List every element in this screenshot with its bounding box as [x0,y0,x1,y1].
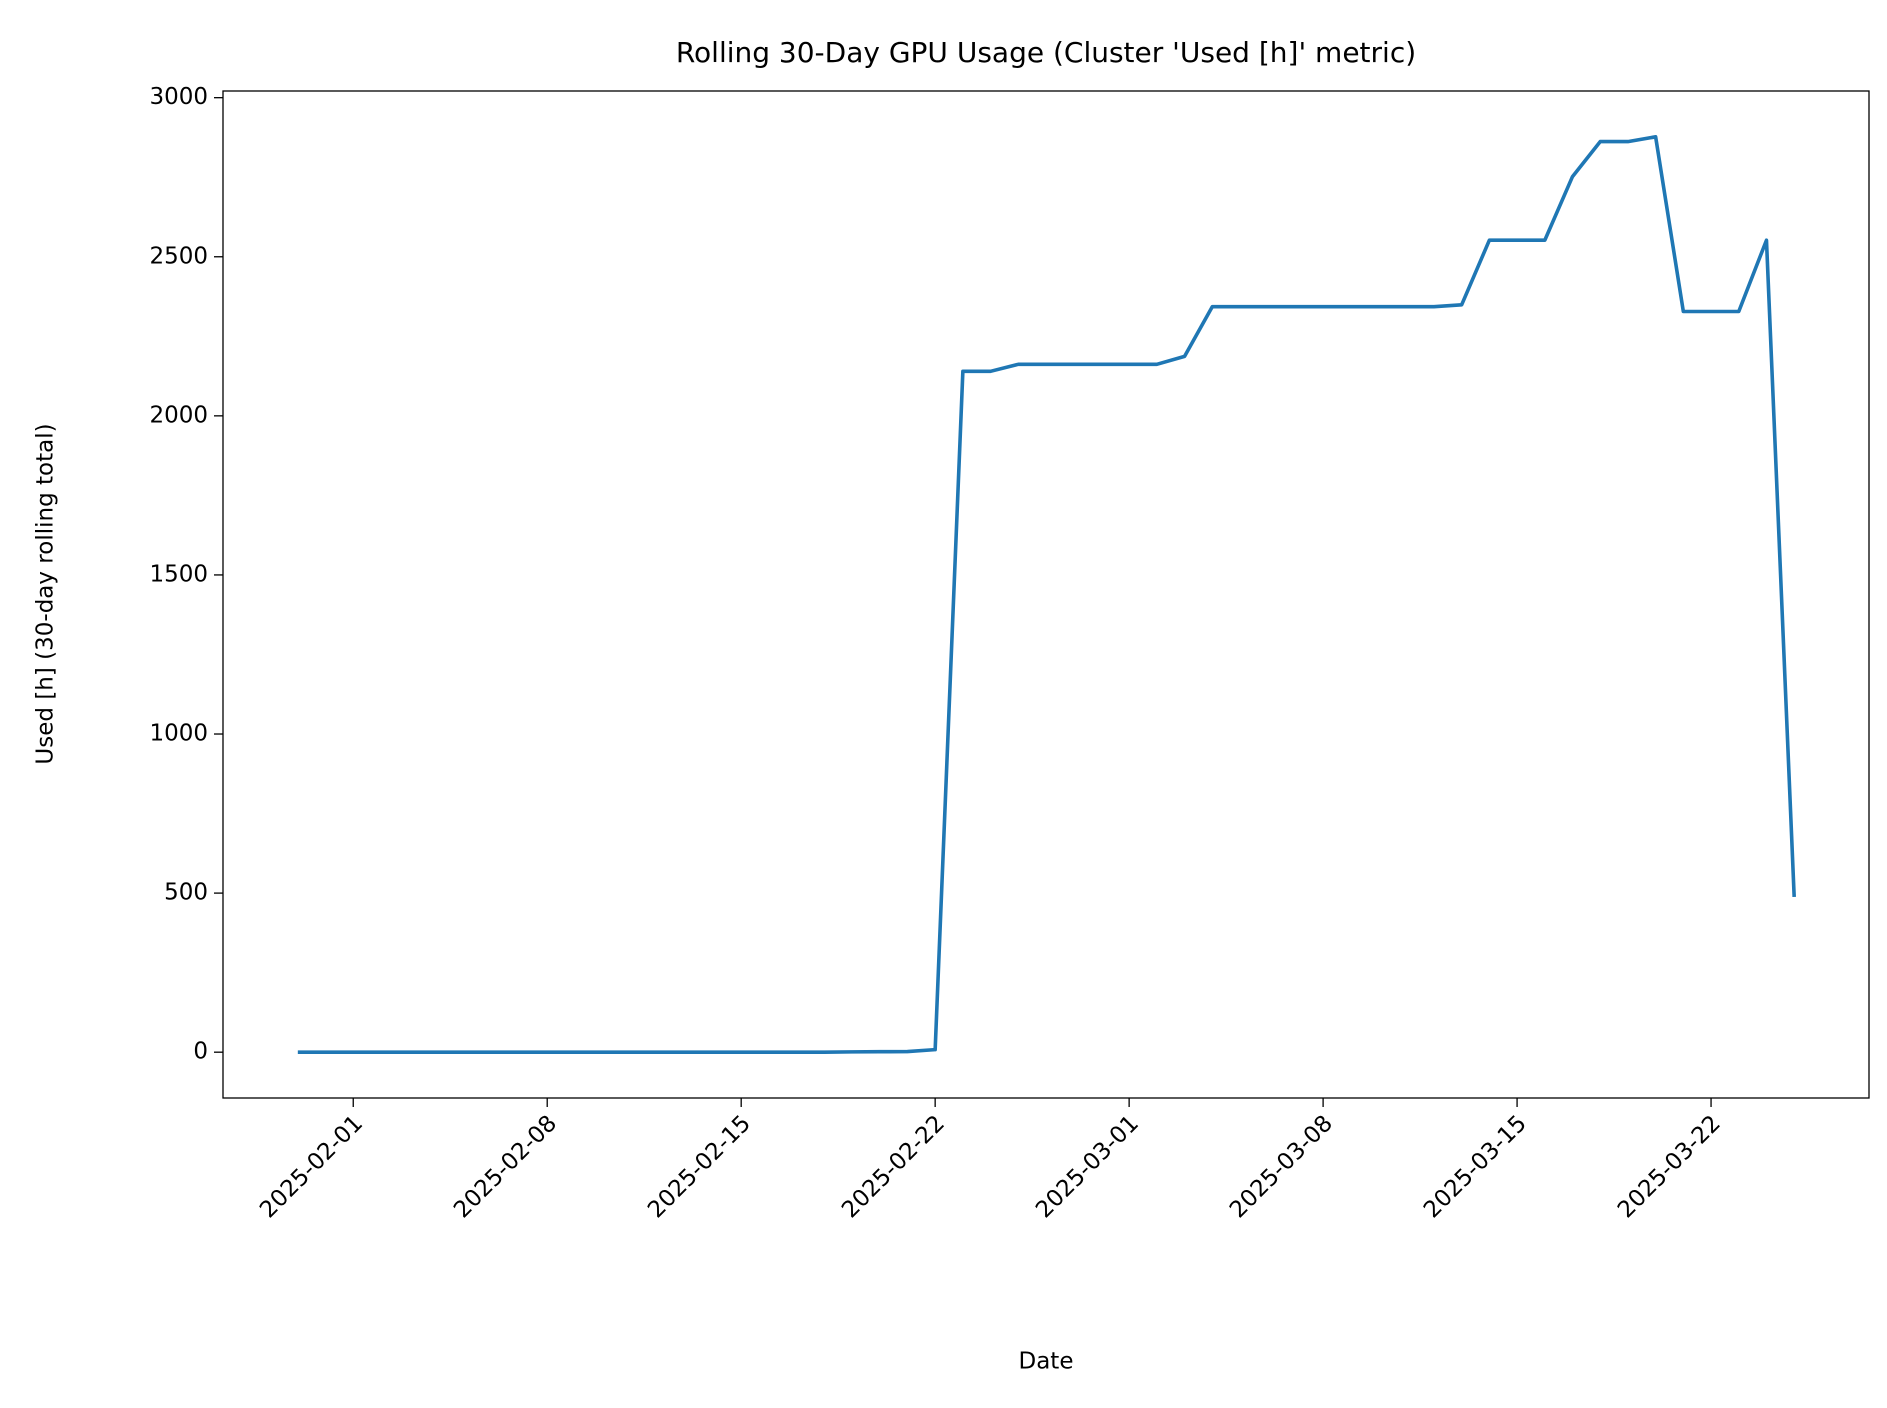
y-tick-label: 2000 [149,402,208,428]
x-tick-label: 2025-03-22 [1613,1110,1726,1223]
x-tick-label: 2025-02-22 [837,1110,950,1223]
y-axis-label: Used [h] (30-day rolling total) [33,423,59,764]
y-tick-label: 1500 [149,561,208,587]
y-tick-label: 0 [193,1039,208,1065]
x-tick-label: 2025-02-01 [255,1110,368,1223]
y-tick-label: 1000 [149,721,208,747]
x-tick-label: 2025-03-08 [1225,1110,1338,1223]
y-tick-label: 3000 [149,84,208,110]
plot-frame [222,90,1870,1099]
x-tick-label: 2025-02-15 [643,1110,756,1223]
x-tick-label: 2025-03-15 [1419,1110,1532,1223]
x-axis-label: Date [1019,1349,1074,1375]
y-tick-label: 2500 [149,243,208,269]
x-tick-label: 2025-02-08 [449,1110,562,1223]
x-tick-label: 2025-03-01 [1031,1110,1144,1223]
data-line [297,135,1796,1054]
y-tick-label: 500 [164,880,208,906]
chart-title: Rolling 30-Day GPU Usage (Cluster 'Used … [676,36,1416,69]
